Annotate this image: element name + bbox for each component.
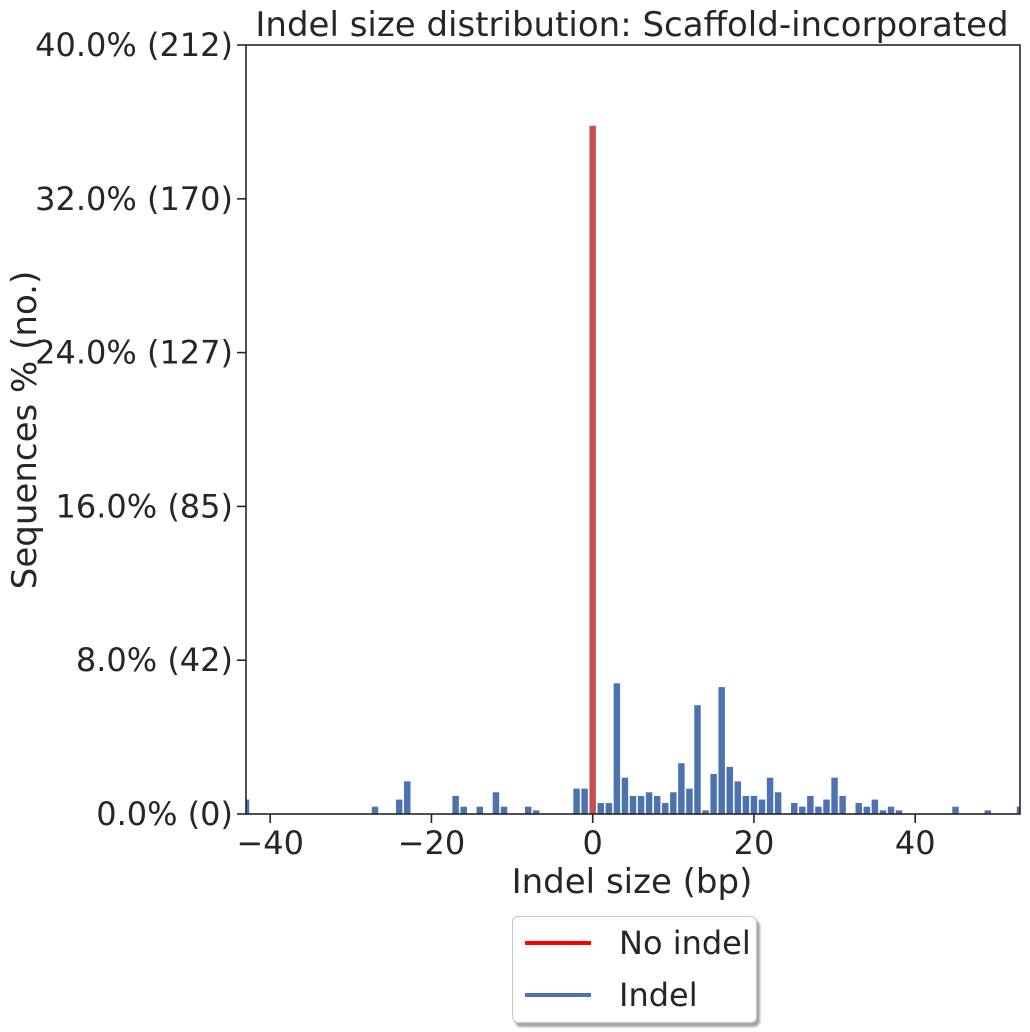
indel-bar-21 (758, 799, 766, 814)
indel-bar-8 (653, 795, 661, 814)
indel-bar-13 (694, 705, 701, 814)
y-tick-label: 24.0% (127) (35, 334, 233, 372)
indel-bar-53 (1016, 806, 1020, 814)
indel-bar-35 (871, 799, 879, 814)
indel-bar-9 (662, 803, 669, 814)
y-axis-ticks: 0.0% (0) 8.0% (42) 16.0% (85) 24.0% (127) 32… (35, 26, 246, 833)
indel-bar-31 (839, 795, 846, 814)
indel-bar--7 (533, 810, 540, 814)
indel-bar--16 (460, 806, 467, 814)
indel-bar-17 (726, 766, 733, 814)
indel-bar--2 (573, 788, 580, 814)
x-tick-label: −40 (236, 824, 304, 862)
indel-bar--12 (492, 792, 500, 814)
indel-bar-15 (710, 774, 717, 814)
indel-bar-18 (734, 781, 742, 814)
y-tick-label: 0.0% (0) (96, 795, 233, 833)
x-tick-label: −20 (398, 824, 466, 862)
indel-bar-23 (774, 792, 782, 814)
indel-bar-36 (879, 810, 887, 814)
indel-bar-34 (863, 806, 871, 814)
legend: No indel Indel (512, 916, 757, 1023)
indel-bar--8 (524, 806, 532, 814)
indel-bar-30 (831, 777, 838, 814)
plot-area-frame (245, 44, 1021, 815)
legend-label-no-indel: No indel (619, 924, 751, 962)
legend-swatch-no-indel (525, 941, 591, 945)
indel-bar--43 (246, 799, 250, 814)
x-tick-label: 40 (895, 824, 936, 862)
indel-bar-4 (621, 777, 629, 814)
indel-bar-38 (895, 810, 903, 814)
indel-bar-12 (686, 788, 693, 814)
indel-bar-22 (766, 777, 774, 814)
indel-bar-11 (678, 763, 685, 814)
indel-bar-37 (887, 806, 895, 814)
indel-bar--17 (452, 795, 459, 814)
no-indel-bar-0 (589, 125, 596, 814)
x-axis-label: Indel size (bp) (512, 862, 753, 902)
indel-bar--1 (581, 788, 588, 814)
indel-bar--27 (371, 806, 379, 814)
y-tick-label: 40.0% (212) (35, 26, 233, 64)
indel-bar-7 (645, 792, 653, 814)
indel-bar-49 (984, 810, 991, 814)
indel-bar--23 (404, 781, 411, 814)
indel-bar-2 (605, 803, 613, 814)
chart-title: Indel size distribution: Scaffold-incorp… (255, 5, 1008, 45)
indel-bar-27 (807, 795, 814, 814)
x-tick-label: 20 (734, 824, 775, 862)
indel-bar-5 (629, 795, 637, 814)
y-tick-label: 16.0% (85) (55, 487, 233, 525)
legend-item-no-indel: No indel (525, 923, 751, 963)
indel-bar-26 (799, 806, 806, 814)
indel-bar-14 (702, 810, 709, 814)
indel-bar--14 (476, 806, 484, 814)
y-tick-label: 32.0% (170) (35, 180, 233, 218)
indel-bar--24 (395, 799, 403, 814)
x-tick-label: 0 (583, 824, 603, 862)
indel-bar-3 (613, 683, 621, 814)
y-tick-label: 8.0% (42) (76, 641, 233, 679)
indel-bar-16 (718, 687, 725, 814)
indel-bar--11 (500, 806, 508, 814)
indel-bar-6 (637, 795, 645, 814)
x-axis-ticks: −40 −20 0 20 40 (236, 814, 936, 862)
indel-bar-19 (742, 795, 750, 814)
legend-swatch-indel (525, 993, 591, 997)
y-axis-label: Sequences % (no.) (5, 271, 45, 589)
indel-bar-25 (791, 803, 798, 814)
indel-bar-1 (597, 803, 604, 814)
indel-bar-10 (670, 792, 677, 814)
indel-bar-45 (952, 806, 959, 814)
indel-bar-20 (750, 795, 758, 814)
indel-bar-33 (855, 803, 862, 814)
bars-layer (246, 125, 1020, 814)
legend-item-indel: Indel (525, 975, 698, 1015)
indel-bar-28 (815, 806, 822, 814)
indel-bar-29 (823, 799, 830, 814)
legend-label-indel: Indel (619, 976, 698, 1014)
